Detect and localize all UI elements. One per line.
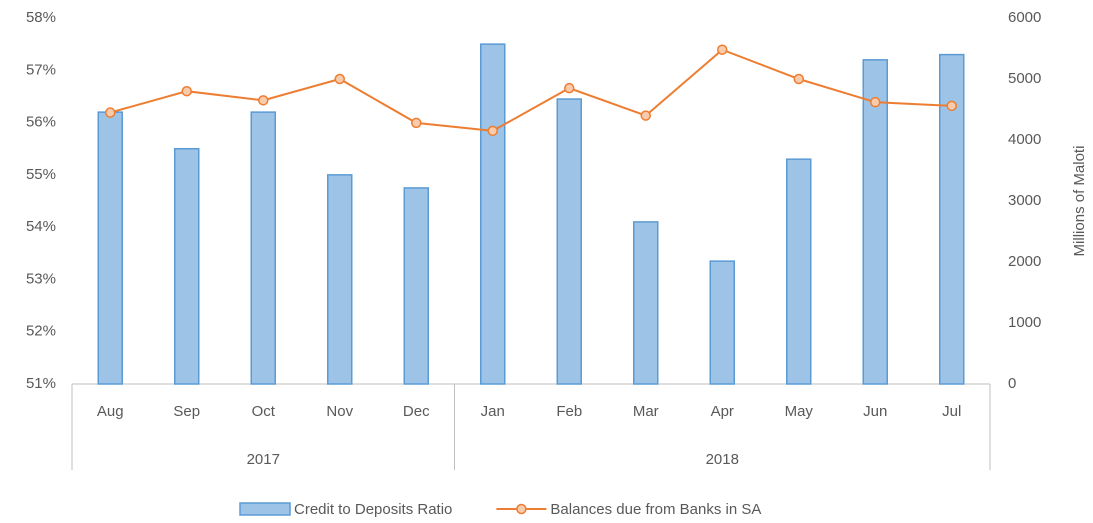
line-marker xyxy=(258,95,269,106)
x-tick-label: Apr xyxy=(711,403,734,420)
y2-tick-label: 1000 xyxy=(1008,314,1041,331)
x-tick-label: Oct xyxy=(252,403,276,420)
bar xyxy=(709,260,735,385)
y2-axis-label: Millions of Maloti xyxy=(1071,146,1088,257)
y-tick-label: 54% xyxy=(26,218,56,235)
y2-tick-label: 3000 xyxy=(1008,192,1041,209)
y-tick-label: 58% xyxy=(26,9,56,26)
bar xyxy=(633,221,659,385)
y-tick-label: 55% xyxy=(26,166,56,183)
x-tick-label: Sep xyxy=(173,403,200,420)
x-tick-label: Feb xyxy=(556,403,582,420)
legend-swatch xyxy=(239,502,291,516)
bar xyxy=(556,98,582,385)
group-label: 2017 xyxy=(247,451,280,468)
bar xyxy=(97,111,123,385)
bar xyxy=(403,187,429,385)
line-marker xyxy=(334,73,345,85)
x-tick-label: May xyxy=(785,403,814,420)
y-tick-label: 52% xyxy=(26,323,56,340)
line-marker xyxy=(487,125,498,137)
line-marker xyxy=(411,117,422,129)
legend-label: Credit to Deposits Ratio xyxy=(294,501,452,518)
x-tick-label: Jul xyxy=(942,403,961,420)
line-marker xyxy=(946,100,957,112)
bar xyxy=(250,111,276,385)
y2-tick-label: 6000 xyxy=(1008,9,1041,26)
line-marker xyxy=(564,82,575,94)
bar xyxy=(862,59,888,385)
line-marker xyxy=(181,85,192,97)
bar xyxy=(327,174,353,385)
bar xyxy=(480,43,506,385)
line-marker xyxy=(717,44,728,55)
y2-tick-label: 4000 xyxy=(1008,131,1041,148)
line xyxy=(109,48,952,132)
y-tick-label: 56% xyxy=(26,114,56,131)
bar xyxy=(786,158,812,385)
x-tick-label: Jun xyxy=(863,403,887,420)
y2-tick-label: 0 xyxy=(1008,375,1016,392)
y-tick-label: 57% xyxy=(26,61,56,78)
y2-tick-label: 5000 xyxy=(1008,70,1041,87)
y-tick-label: 51% xyxy=(26,375,56,392)
line-marker xyxy=(640,110,651,121)
x-tick-label: Nov xyxy=(326,403,353,420)
line-marker xyxy=(870,96,881,108)
x-tick-label: Jan xyxy=(481,403,505,420)
line-marker xyxy=(793,73,804,85)
x-tick-label: Aug xyxy=(97,403,124,420)
y2-tick-label: 2000 xyxy=(1008,253,1041,270)
group-label: 2018 xyxy=(706,451,739,468)
line-marker xyxy=(105,107,116,118)
x-tick-label: Dec xyxy=(403,403,430,420)
legend-swatch xyxy=(516,503,527,515)
bar xyxy=(174,147,200,385)
y-tick-label: 53% xyxy=(26,270,56,287)
x-tick-label: Mar xyxy=(633,403,659,420)
legend-label: Balances due from Banks in SA xyxy=(550,501,761,518)
